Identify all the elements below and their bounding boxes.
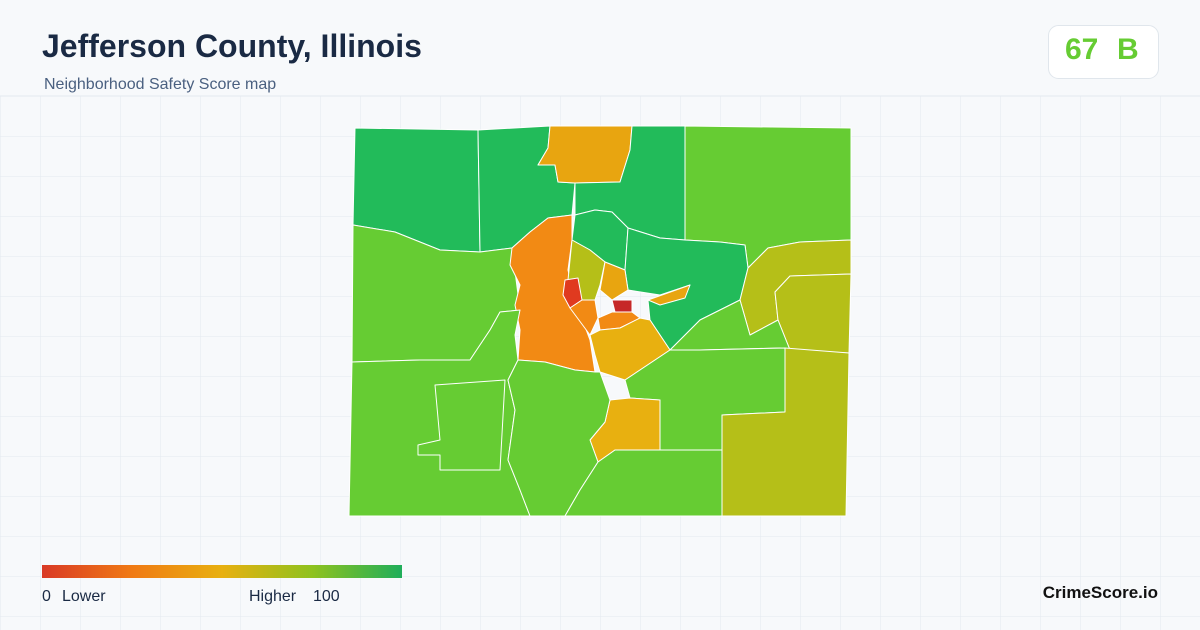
region [611,299,633,313]
region [564,449,723,517]
score-box [1048,25,1159,79]
legend-gradient [42,565,402,578]
region [647,284,691,306]
legend-max: 100 [313,588,340,605]
region [569,299,599,336]
region [417,379,506,471]
legend-min: 0 [42,588,51,605]
region [599,261,629,301]
title: Jefferson County, Illinois [42,28,422,64]
subtitle: Neighborhood Safety Score map [44,76,277,93]
score-grade: B [1117,33,1139,66]
legend-max-label: Higher [249,588,297,605]
regions [348,125,852,517]
legend-min-label: Lower [62,588,106,605]
score-value: 67 [1065,33,1099,66]
brand: CrimeScore.io [1042,583,1158,602]
